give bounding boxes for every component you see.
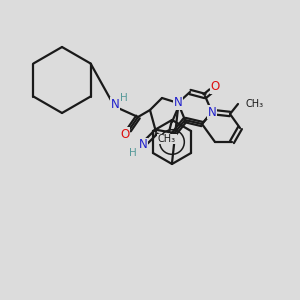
Text: N: N bbox=[139, 139, 147, 152]
Text: H: H bbox=[129, 148, 137, 158]
Text: CH₃: CH₃ bbox=[158, 134, 176, 144]
Text: N: N bbox=[111, 98, 119, 110]
Text: CH₃: CH₃ bbox=[245, 99, 263, 109]
Text: N: N bbox=[208, 106, 216, 118]
Text: O: O bbox=[210, 80, 220, 94]
Text: N: N bbox=[174, 97, 182, 110]
Text: O: O bbox=[120, 128, 130, 140]
Text: H: H bbox=[120, 93, 128, 103]
